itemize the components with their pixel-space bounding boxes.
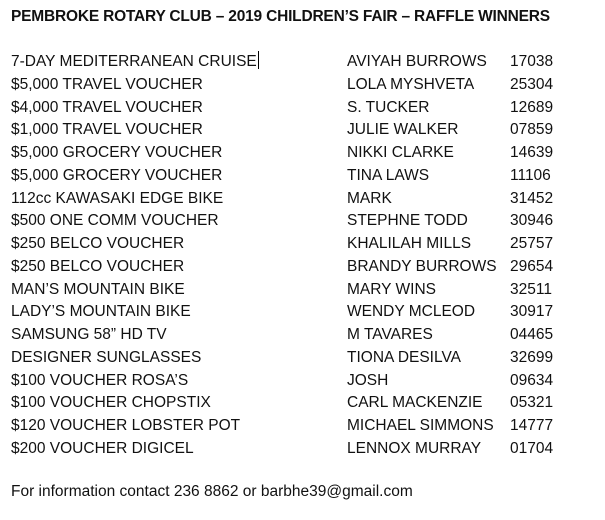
ticket-cell: 25757 <box>510 235 554 252</box>
winner-row: $250 BELCO VOUCHER BRANDY BURROWS 29654 <box>0 256 605 279</box>
prize-cell: $250 BELCO VOUCHER <box>11 257 185 275</box>
winner-cell: AVIYAH BURROWS <box>347 53 487 70</box>
winner-row: DESIGNER SUNGLASSES TIONA DESILVA 32699 <box>0 347 605 370</box>
winner-cell: JOSH <box>347 371 389 389</box>
winner-cell: CARL MACKENZIE <box>347 394 483 412</box>
winner-row: MAN’S MOUNTAIN BIKE MARY WINS 32511 <box>0 279 605 302</box>
ticket-cell: 14777 <box>510 417 554 434</box>
ticket-cell: 11106 <box>510 166 551 184</box>
winner-row: $4,000 TRAVEL VOUCHER S. TUCKER 12689 <box>0 97 605 120</box>
winner-cell: JULIE WALKER <box>347 121 459 139</box>
text-cursor <box>257 51 259 69</box>
ticket-cell: 05321 <box>510 394 554 412</box>
winner-row: $250 BELCO VOUCHER KHALILAH MILLS 25757 <box>0 233 605 256</box>
ticket-cell: 09634 <box>510 371 554 389</box>
prize-cell: SAMSUNG 58” HD TV <box>11 326 167 343</box>
winner-cell: MARK <box>347 189 392 207</box>
winner-row: 7-DAY MEDITERRANEAN CRUISE AVIYAH BURROWS… <box>0 51 605 74</box>
ticket-cell: 32699 <box>510 348 554 366</box>
winner-cell: TINA LAWS <box>347 166 430 184</box>
winner-row: $1,000 TRAVEL VOUCHER JULIE WALKER 07859 <box>0 119 605 142</box>
winner-cell: MICHAEL SIMMONS <box>347 417 494 434</box>
prize-cell: $100 VOUCHER ROSA’S <box>11 371 189 389</box>
ticket-cell: 07859 <box>510 121 554 139</box>
winner-row: $100 VOUCHER CHOPSTIX CARL MACKENZIE 05321 <box>0 392 605 415</box>
ticket-cell: 30917 <box>510 303 554 321</box>
winner-cell: WENDY MCLEOD <box>347 303 476 321</box>
winner-cell: TIONA DESILVA <box>347 348 461 366</box>
ticket-cell: 30946 <box>510 212 554 230</box>
prize-cell: 112cc KAWASAKI EDGE BIKE <box>11 189 224 207</box>
winner-row: $120 VOUCHER LOBSTER POT MICHAEL SIMMONS 1… <box>0 415 605 438</box>
winner-cell: LOLA MYSHVETA <box>347 75 475 93</box>
winner-row: $500 ONE COMM VOUCHER STEPHNE TODD 30946 <box>0 210 605 233</box>
winner-cell: BRANDY BURROWS <box>347 257 497 275</box>
prize-cell: $1,000 TRAVEL VOUCHER <box>11 121 203 139</box>
ticket-cell: 32511 <box>510 280 552 298</box>
winner-row: $100 VOUCHER ROSA’S JOSH 09634 <box>0 370 605 393</box>
winner-cell: LENNOX MURRAY <box>347 439 482 457</box>
winner-row: $5,000 GROCERY VOUCHER NIKKI CLARKE 14639 <box>0 142 605 165</box>
winners-list: 7-DAY MEDITERRANEAN CRUISE AVIYAH BURROWS… <box>0 51 605 461</box>
ticket-cell: 29654 <box>510 257 554 275</box>
ticket-cell: 14639 <box>510 144 554 161</box>
contact-info: For information contact 236 8862 or barb… <box>11 483 413 500</box>
prize-cell: $4,000 TRAVEL VOUCHER <box>11 98 203 116</box>
prize-cell: $250 BELCO VOUCHER <box>11 235 185 252</box>
prize-cell: 7-DAY MEDITERRANEAN CRUISE <box>11 51 259 70</box>
prize-cell: $5,000 GROCERY VOUCHER <box>11 144 223 161</box>
winner-row: LADY’S MOUNTAIN BIKE WENDY MCLEOD 30917 <box>0 301 605 324</box>
winner-cell: NIKKI CLARKE <box>347 144 454 161</box>
prize-cell: MAN’S MOUNTAIN BIKE <box>11 280 185 298</box>
prize-cell: $5,000 TRAVEL VOUCHER <box>11 75 203 93</box>
winner-row: $200 VOUCHER DIGICEL LENNOX MURRAY 01704 <box>0 438 605 461</box>
prize-cell: LADY’S MOUNTAIN BIKE <box>11 303 191 321</box>
prize-cell: $5,000 GROCERY VOUCHER <box>11 166 223 184</box>
winner-cell: KHALILAH MILLS <box>347 235 472 252</box>
winner-row: SAMSUNG 58” HD TV M TAVARES 04465 <box>0 324 605 347</box>
prize-cell: $120 VOUCHER LOBSTER POT <box>11 417 241 434</box>
winner-cell: S. TUCKER <box>347 98 430 116</box>
ticket-cell: 01704 <box>510 439 554 457</box>
winner-row: $5,000 TRAVEL VOUCHER LOLA MYSHVETA 25304 <box>0 74 605 97</box>
ticket-cell: 04465 <box>510 326 554 343</box>
ticket-cell: 25304 <box>510 75 554 93</box>
prize-cell: $200 VOUCHER DIGICEL <box>11 439 194 457</box>
ticket-cell: 17038 <box>510 53 554 70</box>
winner-cell: M TAVARES <box>347 326 433 343</box>
ticket-cell: 12689 <box>510 98 554 116</box>
prize-cell: $500 ONE COMM VOUCHER <box>11 212 219 230</box>
ticket-cell: 31452 <box>510 189 554 207</box>
prize-cell: $100 VOUCHER CHOPSTIX <box>11 394 211 412</box>
winner-row: 112cc KAWASAKI EDGE BIKE MARK 31452 <box>0 188 605 211</box>
winner-cell: STEPHNE TODD <box>347 212 468 230</box>
document-title: PEMBROKE ROTARY CLUB – 2019 CHILDREN’S F… <box>11 8 550 25</box>
winner-cell: MARY WINS <box>347 280 436 298</box>
prize-cell: DESIGNER SUNGLASSES <box>11 348 202 366</box>
winner-row: $5,000 GROCERY VOUCHER TINA LAWS 11106 <box>0 165 605 188</box>
